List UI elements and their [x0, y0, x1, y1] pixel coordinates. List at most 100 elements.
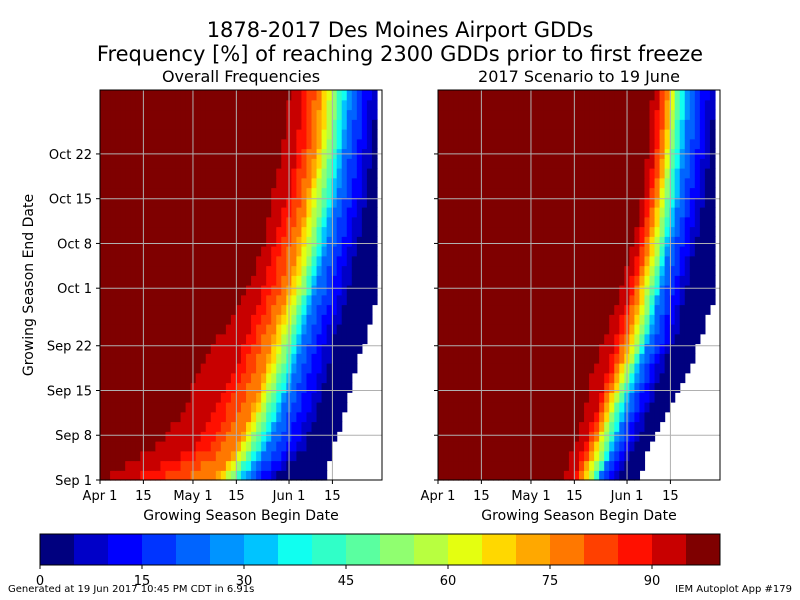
- heatmap-cell: [453, 402, 459, 413]
- heatmap-cell: [483, 470, 489, 481]
- heatmap-cell: [589, 294, 595, 306]
- heatmap-cell: [110, 411, 116, 423]
- heatmap-cell: [230, 402, 237, 413]
- heatmap-cell: [346, 275, 353, 286]
- colorbar-segment: [40, 534, 75, 565]
- heatmap-cell: [599, 431, 605, 442]
- heatmap-cell: [130, 441, 136, 452]
- heatmap-cell: [321, 129, 328, 140]
- heatmap-cell: [463, 353, 469, 364]
- heatmap-cell: [276, 216, 282, 228]
- heatmap-cell: [523, 226, 530, 237]
- heatmap-cell: [463, 109, 469, 120]
- heatmap-cell: [110, 90, 116, 101]
- heatmap-cell: [493, 255, 500, 267]
- heatmap-cell: [438, 333, 444, 345]
- heatmap-cell: [503, 197, 510, 208]
- heatmap-cell: [548, 402, 555, 413]
- heatmap-cell: [105, 470, 111, 481]
- heatmap-cell: [326, 90, 333, 101]
- heatmap-cell: [573, 285, 580, 296]
- heatmap-cell: [276, 324, 282, 335]
- heatmap-cell: [346, 129, 353, 140]
- heatmap-cell: [604, 197, 610, 208]
- heatmap-cell: [679, 119, 686, 130]
- heatmap-cell: [639, 460, 646, 471]
- heatmap-cell: [210, 470, 217, 481]
- heatmap-cell: [135, 314, 141, 325]
- heatmap-cell: [594, 187, 600, 198]
- heatmap-cell: [589, 372, 595, 384]
- heatmap-cell: [488, 431, 494, 442]
- footer-generated-text: Generated at 19 Jun 2017 10:45 PM CDT in…: [8, 584, 255, 595]
- heatmap-cell: [241, 421, 247, 432]
- heatmap-cell: [120, 294, 126, 306]
- heatmap-cell: [125, 177, 131, 189]
- heatmap-cell: [468, 450, 474, 462]
- heatmap-cell: [281, 129, 287, 140]
- heatmap-cell: [336, 158, 343, 169]
- heatmap-cell: [664, 187, 671, 198]
- heatmap-cell: [251, 90, 257, 101]
- heatmap-cell: [266, 255, 272, 267]
- heatmap-cell: [568, 158, 575, 169]
- heatmap-cell: [155, 246, 162, 257]
- heatmap-cell: [533, 294, 540, 306]
- heatmap-cell: [709, 285, 716, 296]
- heatmap-cell: [599, 246, 605, 257]
- heatmap-cell: [473, 99, 479, 111]
- heatmap-cell: [371, 216, 378, 228]
- heatmap-cell: [558, 411, 565, 423]
- heatmap-cell: [689, 343, 696, 354]
- heatmap-cell: [115, 90, 121, 101]
- heatmap-cell: [225, 129, 232, 140]
- heatmap-cell: [468, 187, 474, 198]
- heatmap-cell: [513, 265, 520, 276]
- heatmap-cell: [619, 246, 625, 257]
- heatmap-cell: [230, 382, 237, 393]
- heatmap-cell: [306, 138, 313, 150]
- heatmap-cell: [649, 138, 656, 150]
- heatmap-cell: [558, 421, 565, 432]
- heatmap-cell: [644, 197, 651, 208]
- heatmap-cell: [579, 168, 585, 179]
- heatmap-cell: [498, 187, 505, 198]
- heatmap-cell: [659, 314, 666, 325]
- heatmap-cell: [563, 246, 570, 257]
- heatmap-cell: [120, 158, 126, 169]
- heatmap-cell: [594, 158, 600, 169]
- heatmap-cell: [573, 138, 580, 150]
- heatmap-cell: [276, 275, 282, 286]
- heatmap-cell: [609, 246, 615, 257]
- heatmap-cell: [311, 353, 318, 364]
- heatmap-cell: [654, 129, 661, 140]
- heatmap-cell: [180, 324, 187, 335]
- heatmap-cell: [235, 343, 242, 354]
- heatmap-cell: [553, 129, 560, 140]
- heatmap-cell: [473, 168, 479, 179]
- heatmap-cell: [225, 402, 232, 413]
- heatmap-cell: [699, 226, 706, 237]
- heatmap-cell: [704, 236, 711, 247]
- x-tick-label: 15: [324, 489, 341, 504]
- heatmap-cell: [694, 138, 701, 150]
- heatmap-cell: [634, 236, 641, 247]
- heatmap-cell: [331, 294, 338, 306]
- heatmap-cell: [321, 402, 328, 413]
- colorbar-tick-label: 90: [644, 574, 661, 589]
- heatmap-cell: [150, 285, 156, 296]
- heatmap-cell: [508, 275, 515, 286]
- heatmap-cell: [261, 333, 267, 345]
- heatmap-cell: [558, 226, 565, 237]
- heatmap-cell: [503, 470, 510, 481]
- heatmap-cell: [346, 236, 353, 247]
- heatmap-cell: [301, 372, 308, 384]
- heatmap-cell: [699, 99, 706, 111]
- heatmap-cell: [563, 431, 570, 442]
- heatmap-cell: [346, 109, 353, 120]
- heatmap-cell: [558, 314, 565, 325]
- heatmap-cell: [553, 177, 560, 189]
- heatmap-cell: [634, 294, 641, 306]
- heatmap-cell: [130, 246, 136, 257]
- heatmap-cell: [346, 285, 353, 296]
